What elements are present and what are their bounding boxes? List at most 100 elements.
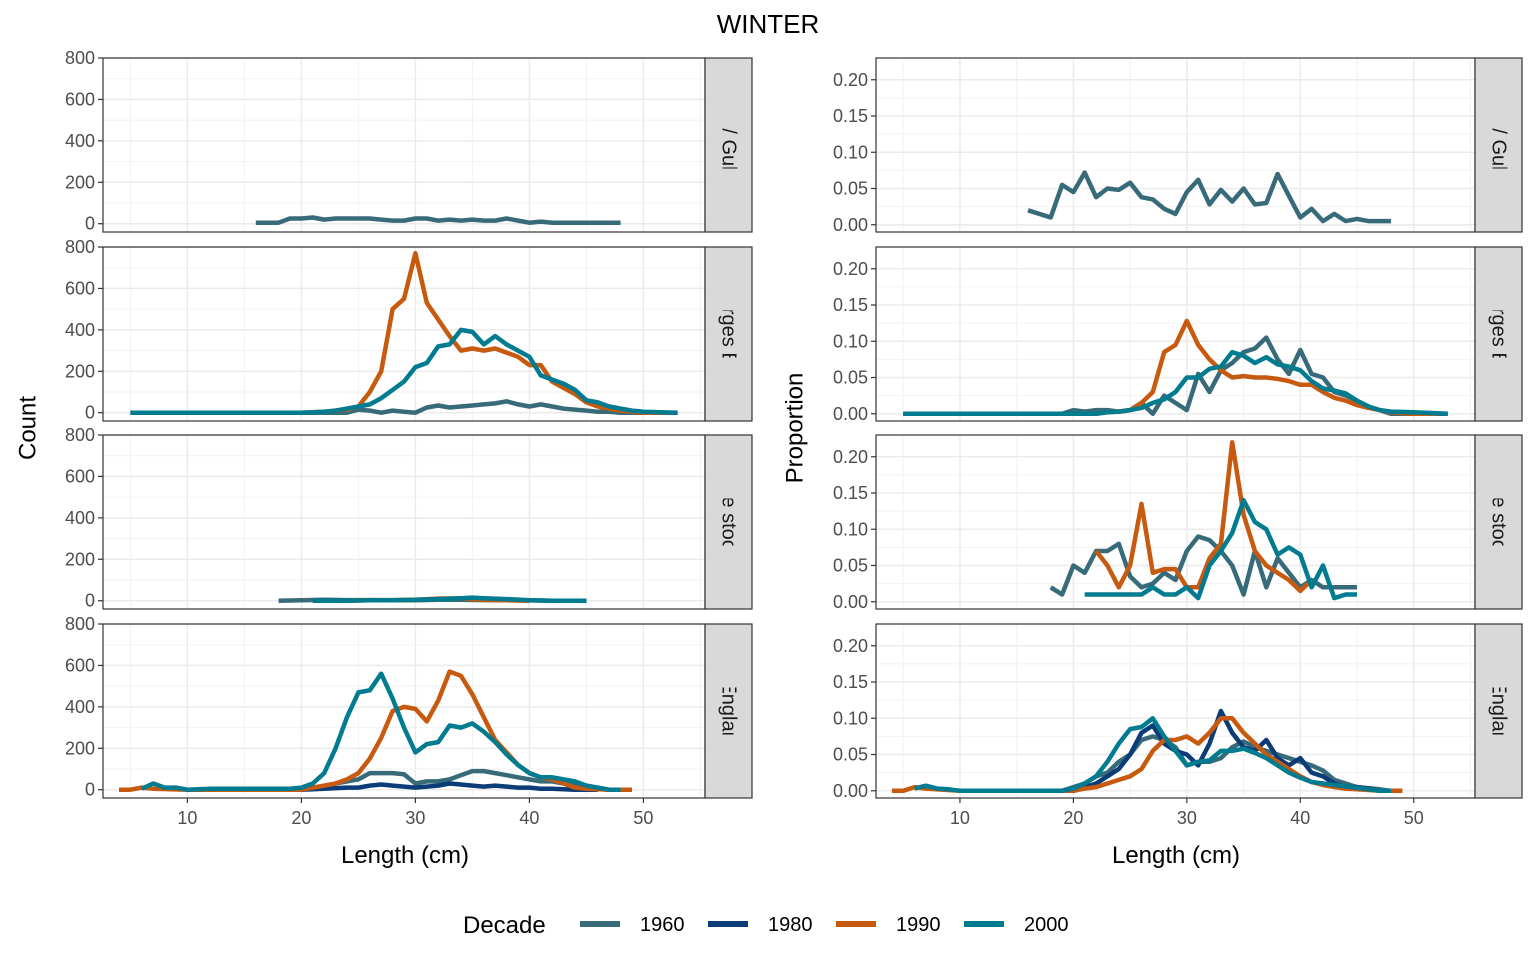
y-tick-label: 200 bbox=[65, 549, 95, 569]
y-tick-label: 200 bbox=[65, 361, 95, 381]
series-line-2000 bbox=[140, 671, 621, 792]
y-tick-label: 0.05 bbox=[833, 179, 868, 199]
facet-strip bbox=[704, 434, 753, 610]
y-tick-label: 0.15 bbox=[833, 295, 868, 315]
chart-title: WINTER bbox=[717, 9, 820, 39]
series-line-1960 bbox=[1061, 734, 1392, 794]
y-tick-label: 0.10 bbox=[833, 142, 868, 162]
panel-background bbox=[103, 624, 705, 798]
series-line-2000 bbox=[312, 595, 587, 603]
legend-title: Decade bbox=[463, 912, 546, 939]
y-tick-label: 0.20 bbox=[833, 447, 868, 467]
facet-strip bbox=[704, 623, 753, 799]
y-tick-label: 0.00 bbox=[833, 781, 868, 801]
y-tick-label: 800 bbox=[65, 237, 95, 257]
facet-strip bbox=[1474, 57, 1523, 233]
x-axis-title: Length (cm) bbox=[341, 842, 469, 869]
y-tick-label: 400 bbox=[65, 697, 95, 717]
series-line-1990 bbox=[1094, 440, 1314, 594]
legend-label-1980: 1980 bbox=[768, 914, 813, 936]
x-tick-label: 20 bbox=[1063, 808, 1083, 828]
panel-background bbox=[103, 58, 705, 232]
y-tick-label: 0.00 bbox=[833, 215, 868, 235]
legend-label-1990: 1990 bbox=[896, 914, 941, 936]
y-tick-label: 600 bbox=[65, 278, 95, 298]
facet-strip bbox=[704, 246, 753, 422]
y-tick-label: 400 bbox=[65, 508, 95, 528]
y-tick-label: 600 bbox=[65, 466, 95, 486]
legend: Decade 1960 1980 1990 2000 bbox=[463, 912, 1069, 939]
x-tick-label: 20 bbox=[291, 808, 311, 828]
y-tick-label: 400 bbox=[65, 131, 95, 151]
y-tick-label: 800 bbox=[65, 48, 95, 68]
legend-label-1960: 1960 bbox=[640, 914, 685, 936]
y-tick-label: 0 bbox=[85, 403, 95, 423]
y-tick-label: 0 bbox=[85, 214, 95, 234]
y-tick-label: 0.15 bbox=[833, 106, 868, 126]
y-tick-label: 200 bbox=[65, 172, 95, 192]
facet-strip-label: New England / M bbox=[1488, 635, 1510, 787]
series-line-1960 bbox=[255, 215, 621, 225]
y-tick-label: 0.05 bbox=[833, 556, 868, 576]
y-tick-label: 0.10 bbox=[833, 331, 868, 351]
panel-background bbox=[876, 247, 1475, 421]
y-tick-label: 0.20 bbox=[833, 259, 868, 279]
facet-strip-label: Outside stock area bbox=[718, 439, 740, 607]
y-tick-label: 0 bbox=[85, 591, 95, 611]
y-axis-title: Proportion bbox=[782, 373, 809, 484]
y-tick-label: 800 bbox=[65, 425, 95, 445]
series-line-2000 bbox=[914, 716, 1391, 794]
series-line-2000 bbox=[130, 327, 678, 415]
y-tick-label: 800 bbox=[65, 614, 95, 634]
y-axis-title: Count bbox=[15, 396, 42, 460]
y-tick-label: 400 bbox=[65, 320, 95, 340]
facet-strip-label: Outside stock area bbox=[1488, 439, 1510, 607]
y-tick-label: 0.05 bbox=[833, 745, 868, 765]
y-tick-label: 0.20 bbox=[833, 636, 868, 656]
panel-background bbox=[876, 624, 1475, 798]
y-tick-label: 0.00 bbox=[833, 592, 868, 612]
y-tick-label: 0 bbox=[85, 780, 95, 800]
y-tick-label: 0.10 bbox=[833, 708, 868, 728]
facet-strip-label: Georges Bank bbox=[1488, 270, 1510, 399]
x-tick-label: 30 bbox=[1177, 808, 1197, 828]
y-tick-label: 600 bbox=[65, 655, 95, 675]
x-tick-label: 30 bbox=[405, 808, 425, 828]
y-tick-label: 0.15 bbox=[833, 483, 868, 503]
x-axis-title: Length (cm) bbox=[1112, 842, 1240, 869]
x-tick-label: 10 bbox=[950, 808, 970, 828]
y-tick-label: 600 bbox=[65, 89, 95, 109]
facet-strip-label: e Cod / Gulf of M bbox=[1488, 69, 1510, 220]
facet-strip-label: New England / M bbox=[718, 635, 740, 787]
series-line-1960 bbox=[130, 399, 678, 415]
series-line-1980 bbox=[1072, 708, 1381, 794]
y-tick-label: 200 bbox=[65, 738, 95, 758]
series-line-1980 bbox=[301, 781, 598, 792]
facet-strip-label: Georges Bank bbox=[718, 270, 740, 399]
x-tick-label: 40 bbox=[519, 808, 539, 828]
series-line-1960 bbox=[1027, 170, 1391, 224]
panel-background bbox=[876, 435, 1475, 609]
x-tick-label: 10 bbox=[177, 808, 197, 828]
y-tick-label: 0.10 bbox=[833, 519, 868, 539]
x-tick-label: 40 bbox=[1290, 808, 1310, 828]
facet-strip bbox=[704, 57, 753, 233]
y-tick-label: 0.00 bbox=[833, 404, 868, 424]
y-tick-label: 0.15 bbox=[833, 672, 868, 692]
facet-strip-label: e Cod / Gulf of M bbox=[718, 69, 740, 220]
panel-background bbox=[103, 435, 705, 609]
series-line-2000 bbox=[1084, 498, 1357, 601]
facet-strip bbox=[1474, 623, 1523, 799]
panel-background bbox=[876, 58, 1475, 232]
x-tick-label: 50 bbox=[633, 808, 653, 828]
facet-strip bbox=[1474, 434, 1523, 610]
y-tick-label: 0.20 bbox=[833, 70, 868, 90]
facet-strip bbox=[1474, 246, 1523, 422]
series-line-2000 bbox=[903, 349, 1448, 417]
x-tick-label: 50 bbox=[1404, 808, 1424, 828]
y-tick-label: 0.05 bbox=[833, 368, 868, 388]
panel-background bbox=[103, 247, 705, 421]
legend-label-2000: 2000 bbox=[1024, 914, 1069, 936]
